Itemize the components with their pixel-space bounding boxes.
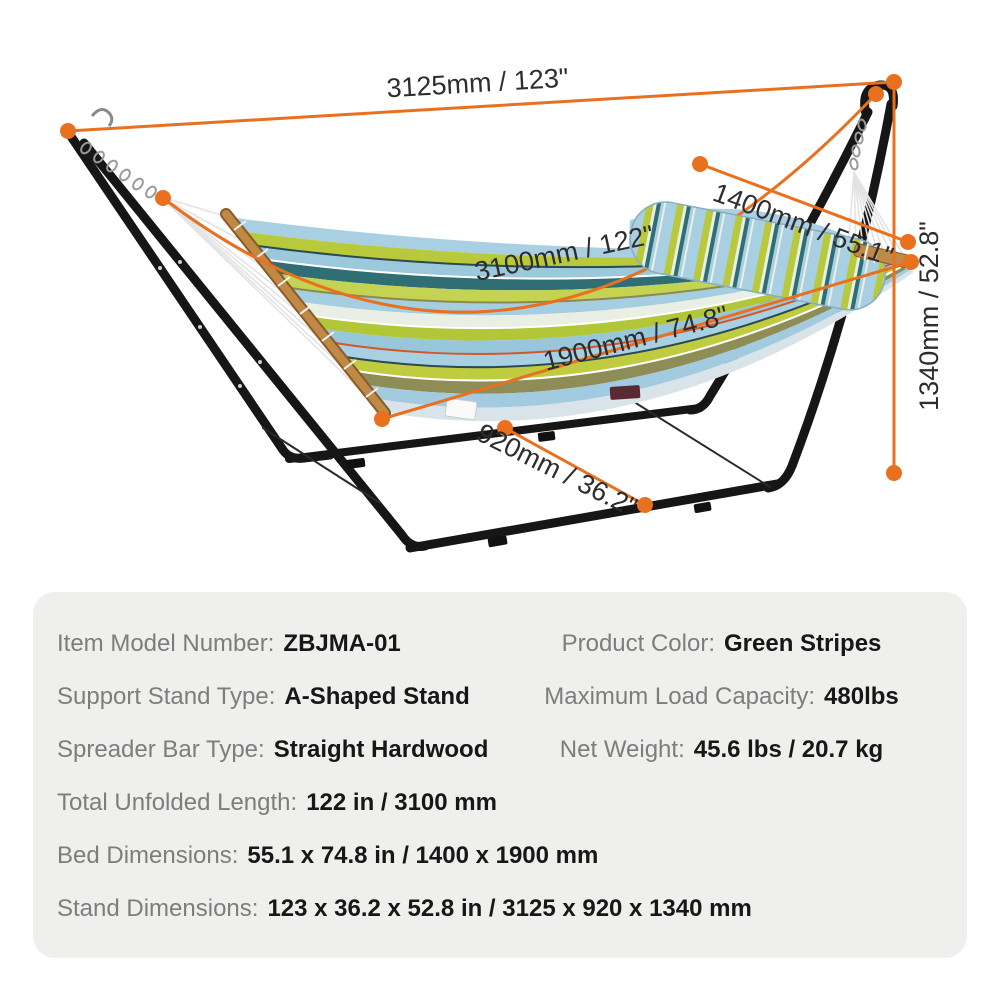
right-chain xyxy=(849,118,867,171)
dim-bed-length-line xyxy=(381,260,912,421)
left-chain xyxy=(80,141,157,199)
stand-right-front-leg xyxy=(763,99,896,493)
spec-product-color: Product Color: Green Stripes xyxy=(561,630,882,658)
dimension-lines xyxy=(67,80,912,507)
spec-item-model-number: Item Model Number: ZBJMA-01 xyxy=(57,630,401,658)
spec-row-2: Support Stand Type: A-Shaped Stand Maximu… xyxy=(57,671,943,724)
spec-row-6: Stand Dimensions: 123 x 36.2 x 52.8 in / … xyxy=(57,883,943,936)
left-apex-hook-icon xyxy=(90,108,114,127)
dim-total-length-line xyxy=(162,92,878,314)
dim-bed-width-line xyxy=(699,162,909,244)
stand-height-label: 1340mm / 52.8" xyxy=(914,221,944,411)
tension-wire-right xyxy=(614,389,771,488)
brand-label xyxy=(609,385,641,400)
spec-stand-dimensions: Stand Dimensions: 123 x 36.2 x 52.8 in / … xyxy=(57,895,752,923)
pillow xyxy=(629,201,886,311)
stand-bolts xyxy=(158,260,262,388)
spec-max-load-capacity: Maximum Load Capacity: 480lbs xyxy=(544,683,899,711)
spec-spreader-bar-type: Spreader Bar Type: Straight Hardwood xyxy=(57,736,489,764)
right-spreader-end xyxy=(853,243,911,268)
spec-support-stand-type: Support Stand Type: A-Shaped Stand xyxy=(57,683,470,711)
spec-row-5: Bed Dimensions: 55.1 x 74.8 in / 1400 x 1… xyxy=(57,830,943,883)
spec-row-3: Spreader Bar Type: Straight Hardwood Net … xyxy=(57,724,943,777)
hammock-illustration: 3125mm / 123" 1400mm / 55.1" 1340mm / 52… xyxy=(60,63,944,553)
stand-depth-label: 920mm / 36.2" xyxy=(472,418,642,523)
stand-front-rail xyxy=(405,479,782,553)
spec-row-1: Item Model Number: ZBJMA-01 Product Color… xyxy=(57,618,943,671)
fabric-tag xyxy=(444,397,478,421)
dim-stand-length-line xyxy=(67,80,895,133)
suspension-cords-left xyxy=(160,196,384,413)
dimension-dots xyxy=(60,74,919,513)
stand-left-back-leg xyxy=(63,127,335,463)
spec-net-weight: Net Weight: 45.6 lbs / 20.7 kg xyxy=(559,736,884,764)
spec-row-4: Total Unfolded Length: 122 in / 3100 mm xyxy=(57,777,943,830)
spec-total-unfolded-length: Total Unfolded Length: 122 in / 3100 mm xyxy=(57,789,497,817)
tension-wire-left xyxy=(262,427,381,504)
left-spreader-bar xyxy=(220,208,391,419)
spec-panel: Item Model Number: ZBJMA-01 Product Color… xyxy=(33,592,967,958)
stand-feet xyxy=(345,431,712,548)
spec-bed-dimensions: Bed Dimensions: 55.1 x 74.8 in / 1400 x 1… xyxy=(57,842,599,870)
stand-length-label: 3125mm / 123" xyxy=(386,63,570,104)
stand-back-rail xyxy=(285,404,704,463)
dim-stand-depth-line xyxy=(504,426,646,507)
